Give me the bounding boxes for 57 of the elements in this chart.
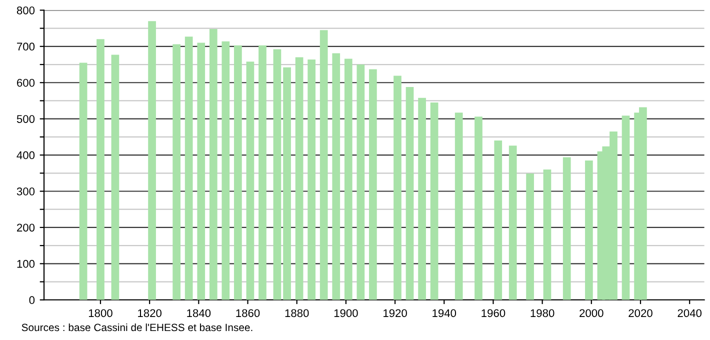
bar — [508, 146, 517, 300]
bar — [344, 58, 352, 300]
y-tick-label: 300 — [16, 188, 35, 196]
bar — [283, 67, 291, 300]
y-tick-label: 200 — [17, 224, 35, 232]
x-tick-label: 1900 — [334, 309, 358, 318]
x-tick-label: 2040 — [678, 309, 702, 318]
bar — [234, 45, 242, 300]
x-tick-label: 1840 — [187, 309, 211, 318]
y-tick-label: 600 — [17, 78, 35, 87]
bar — [197, 42, 206, 300]
bar — [454, 112, 463, 300]
x-tick-label: 1920 — [384, 309, 407, 318]
bar — [430, 102, 438, 300]
bar — [172, 44, 180, 300]
x-tick-label: 2000 — [580, 309, 604, 318]
bar — [209, 29, 218, 300]
x-tick-label: 1800 — [88, 309, 112, 318]
bar — [622, 116, 630, 300]
x-tick-label: 1880 — [285, 309, 309, 318]
bar — [369, 69, 377, 300]
bar — [526, 174, 534, 300]
bar — [222, 41, 230, 300]
bar — [246, 62, 254, 300]
bar — [295, 57, 304, 300]
bar — [184, 36, 193, 300]
y-tick-label: 500 — [16, 115, 35, 123]
bar — [418, 98, 426, 300]
bar — [585, 160, 593, 300]
bar — [406, 86, 414, 300]
bar — [543, 170, 552, 300]
x-tick-label: 1980 — [530, 309, 554, 318]
x-tick-label: 2020 — [628, 309, 652, 318]
bar — [273, 49, 282, 300]
bar — [474, 116, 482, 300]
bar — [308, 59, 316, 300]
bar — [148, 21, 156, 300]
bar — [320, 30, 328, 300]
x-tick-label: 1960 — [482, 309, 506, 318]
bar — [494, 140, 502, 300]
bar — [79, 62, 88, 300]
bar — [562, 157, 571, 300]
bar — [96, 39, 104, 300]
bar — [356, 64, 365, 300]
x-tick-label: 1860 — [236, 309, 260, 318]
y-tick-label: 0 — [29, 296, 35, 304]
bar — [111, 54, 120, 300]
bar — [394, 76, 402, 300]
y-tick-label: 700 — [17, 42, 35, 51]
x-tick-label: 1820 — [138, 309, 162, 318]
bar — [258, 45, 266, 300]
y-tick-label: 800 — [16, 6, 35, 14]
y-tick-label: 400 — [16, 151, 35, 160]
bar — [332, 53, 340, 300]
x-tick-label: 1940 — [432, 309, 456, 318]
y-tick-label: 100 — [17, 260, 35, 268]
source-note: Sources : base Cassini de l'EHESS et base Insee. — [22, 323, 252, 332]
